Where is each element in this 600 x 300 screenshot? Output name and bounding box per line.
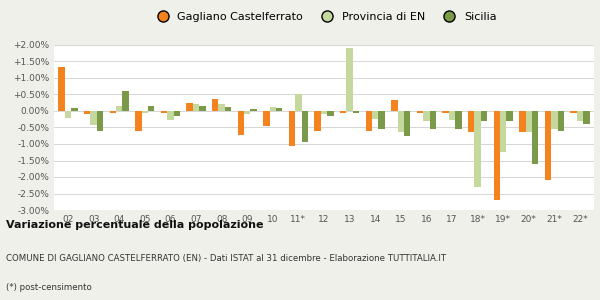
Bar [167, 111, 173, 120]
Bar [84, 111, 91, 114]
Bar [481, 111, 487, 121]
Bar [500, 111, 506, 152]
Bar [244, 111, 250, 114]
Bar [142, 111, 148, 112]
Bar [238, 111, 244, 135]
Bar [340, 111, 346, 112]
Bar [225, 107, 231, 111]
Bar [404, 111, 410, 136]
Text: COMUNE DI GAGLIANO CASTELFERRATO (EN) - Dati ISTAT al 31 dicembre - Elaborazione: COMUNE DI GAGLIANO CASTELFERRATO (EN) - … [6, 254, 446, 262]
Bar [122, 91, 129, 111]
Bar [327, 111, 334, 116]
Bar [423, 111, 430, 121]
Bar [250, 109, 257, 111]
Bar [526, 111, 532, 132]
Bar [173, 111, 180, 116]
Bar [551, 111, 557, 129]
Bar [583, 111, 590, 124]
Bar [519, 111, 526, 132]
Bar [506, 111, 513, 121]
Bar [372, 111, 379, 119]
Bar [295, 94, 302, 111]
Bar [449, 111, 455, 120]
Bar [468, 111, 475, 132]
Bar [494, 111, 500, 200]
Bar [199, 106, 206, 111]
Text: Variazione percentuale della popolazione: Variazione percentuale della popolazione [6, 220, 263, 230]
Bar [65, 111, 71, 118]
Bar [455, 111, 461, 129]
Bar [430, 111, 436, 129]
Bar [321, 111, 327, 114]
Bar [289, 111, 295, 146]
Bar [71, 108, 77, 111]
Bar [116, 106, 122, 111]
Bar [398, 111, 404, 132]
Bar [187, 103, 193, 111]
Bar [571, 111, 577, 112]
Bar [532, 111, 538, 164]
Bar [148, 106, 154, 111]
Bar [135, 111, 142, 131]
Bar [193, 104, 199, 111]
Bar [218, 104, 225, 111]
Bar [97, 111, 103, 131]
Bar [353, 111, 359, 112]
Bar [58, 68, 65, 111]
Bar [91, 111, 97, 125]
Bar [302, 111, 308, 142]
Bar [475, 111, 481, 187]
Bar [110, 111, 116, 112]
Legend: Gagliano Castelferrato, Provincia di EN, Sicilia: Gagliano Castelferrato, Provincia di EN,… [147, 8, 501, 26]
Bar [314, 111, 321, 131]
Bar [212, 99, 218, 111]
Bar [577, 111, 583, 121]
Bar [442, 111, 449, 112]
Bar [269, 107, 276, 111]
Bar [161, 111, 167, 112]
Bar [557, 111, 564, 131]
Bar [263, 111, 269, 126]
Bar [346, 48, 353, 111]
Bar [545, 111, 551, 180]
Bar [417, 111, 423, 112]
Bar [365, 111, 372, 131]
Text: (*) post-censimento: (*) post-censimento [6, 284, 92, 292]
Bar [391, 100, 398, 111]
Bar [276, 108, 283, 111]
Bar [379, 111, 385, 129]
